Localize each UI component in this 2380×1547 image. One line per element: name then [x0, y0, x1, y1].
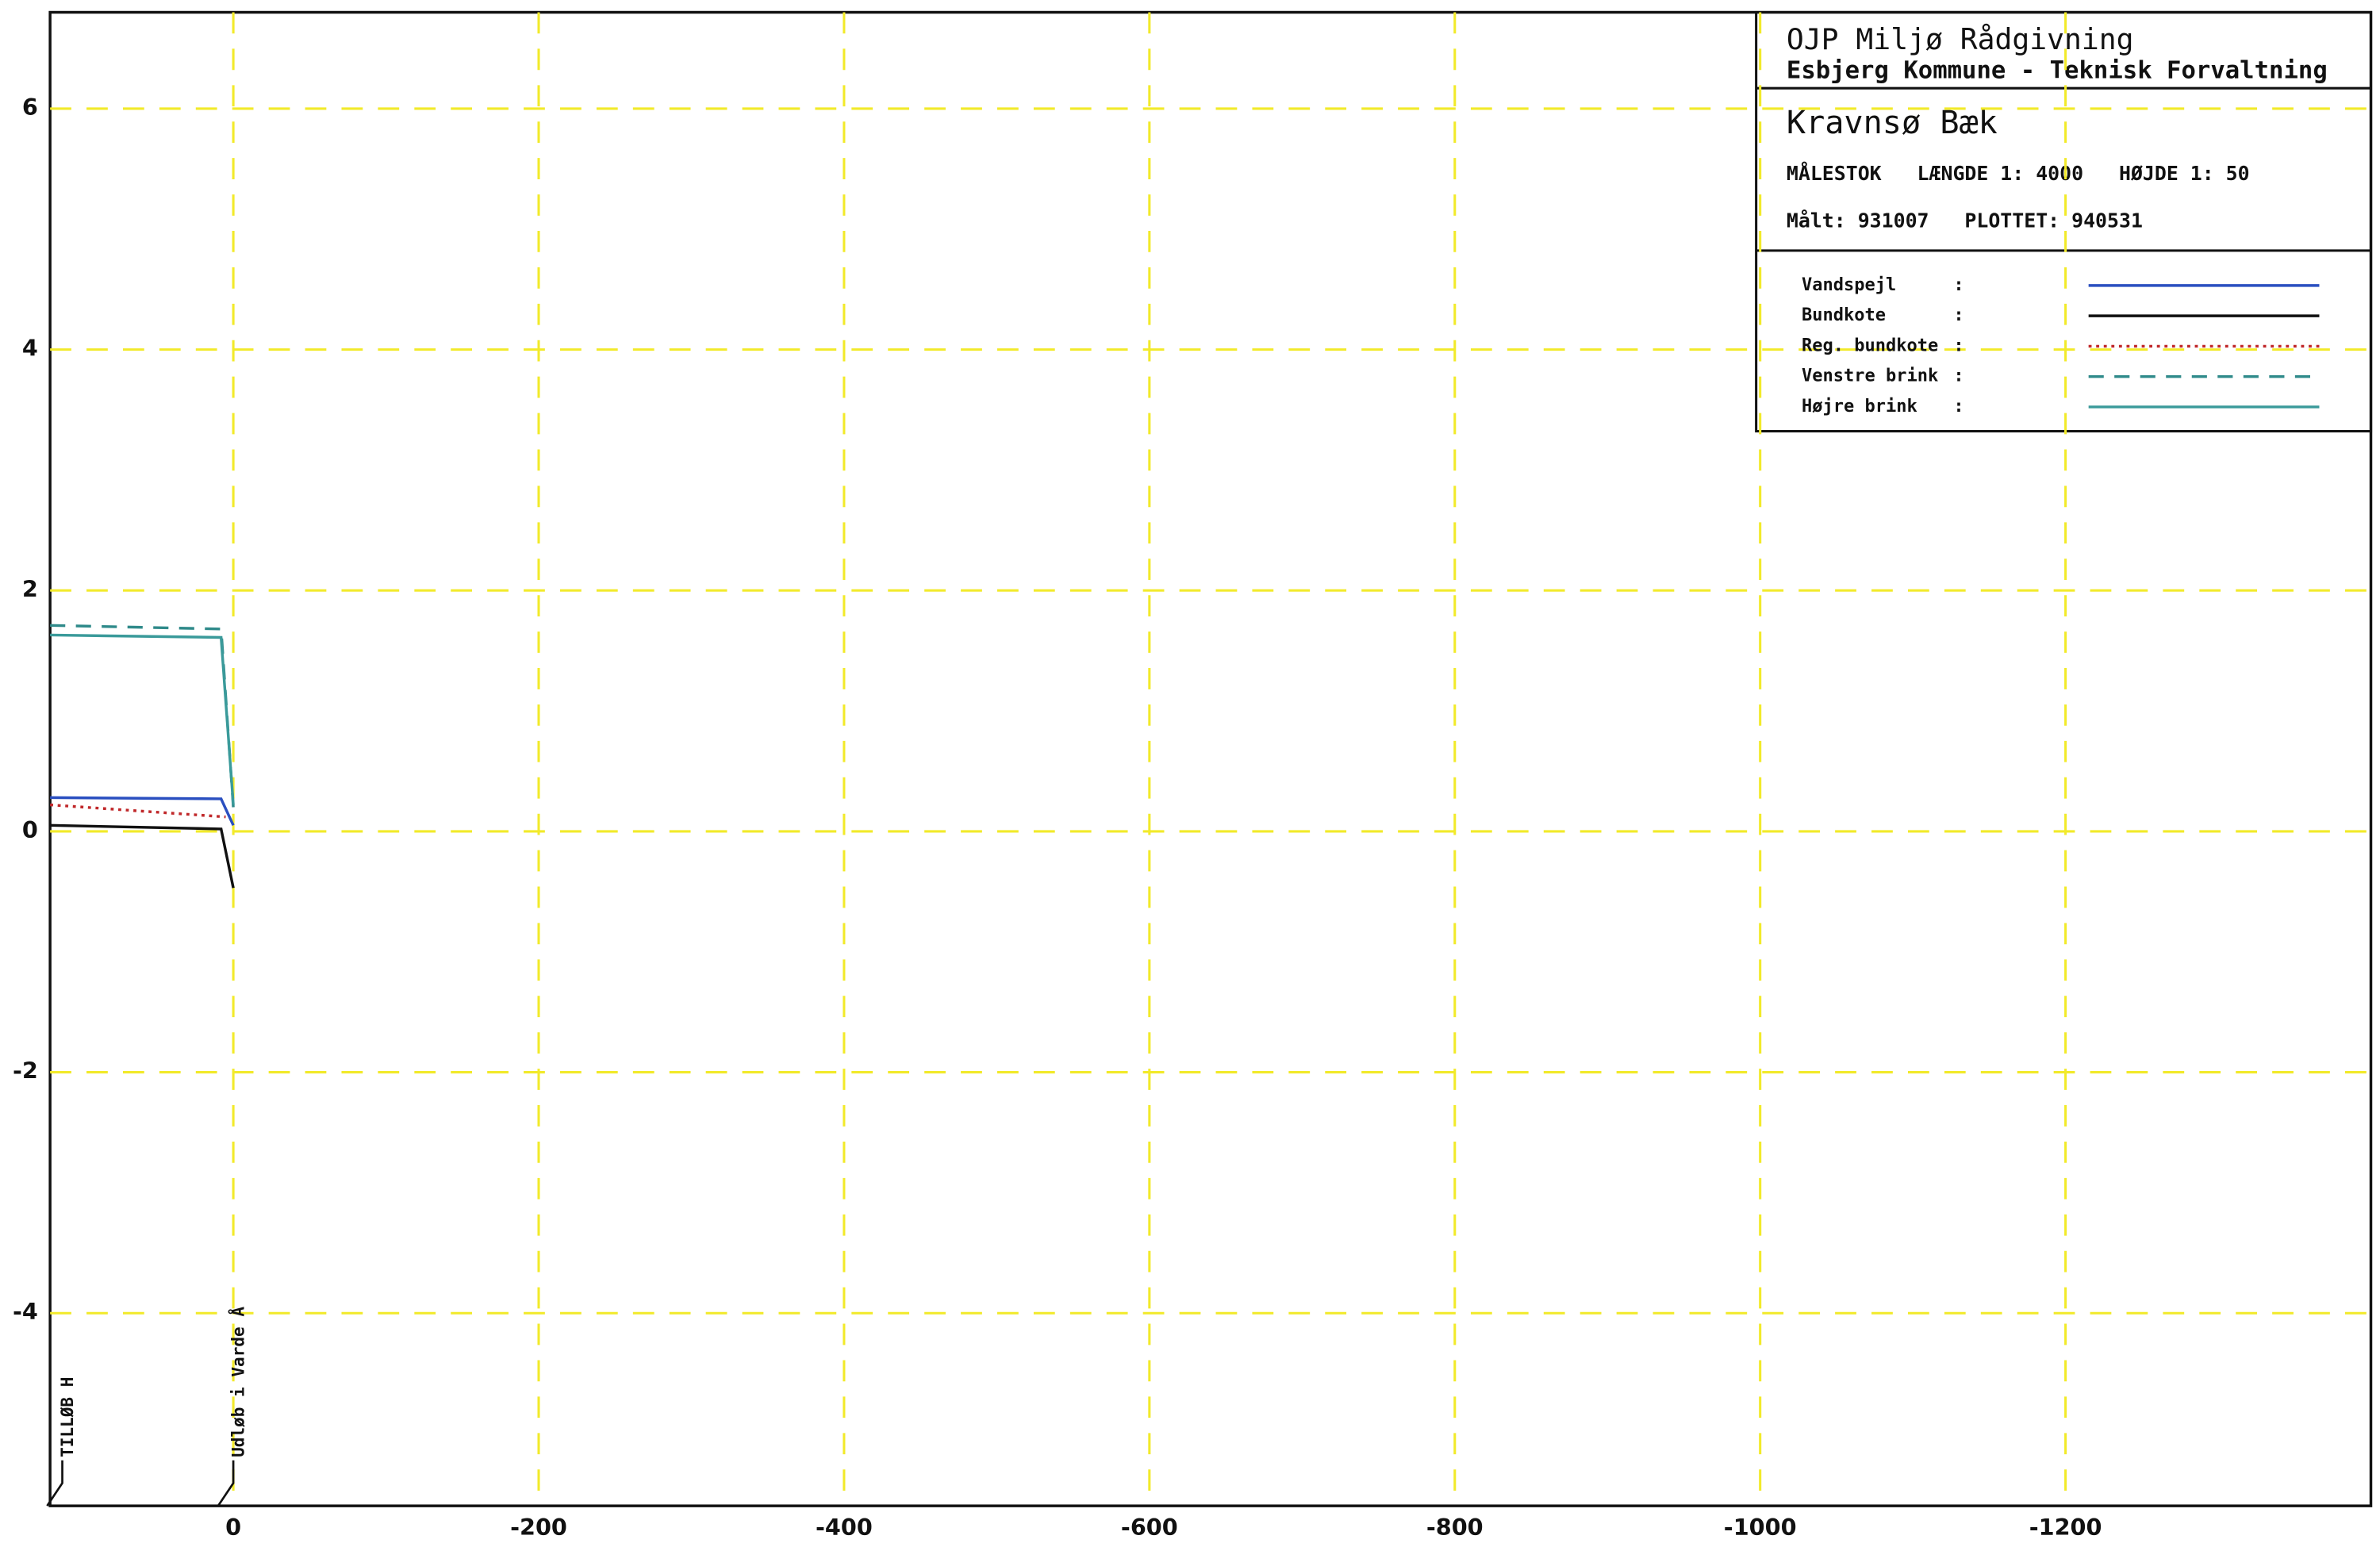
legend-label: Vandspejl [1802, 275, 1896, 295]
legend-label: Venstre brink [1802, 367, 1938, 386]
scale-text: MÅLESTOK LÆNGDE 1: 4000 HØJDE 1: 50 [1787, 162, 2250, 185]
series-line [50, 624, 235, 808]
series-line [50, 796, 235, 827]
y-tick-label: -4 [13, 1298, 38, 1325]
y-tick-label: 0 [22, 816, 38, 843]
x-tick-label: -1000 [1724, 1514, 1797, 1541]
plot-frame [48, 10, 2373, 1507]
y-tick-label: 2 [22, 575, 38, 602]
series-line [50, 803, 226, 819]
legend-separator: : [1953, 336, 1964, 355]
x-tick-label: -800 [1426, 1514, 1484, 1541]
series-line [50, 633, 235, 805]
y-tick-label: 4 [22, 335, 38, 362]
x-tick-label: -1200 [2029, 1514, 2102, 1541]
annotation: Udløb i Varde Å [228, 1307, 248, 1457]
legend-label: Højre brink [1802, 397, 1917, 416]
x-tick-label: -200 [510, 1514, 567, 1541]
chart-subtitle: Esbjerg Kommune - Teknisk Forvaltning [1787, 57, 2328, 85]
annotation-leader [217, 1460, 235, 1507]
legend-separator: : [1953, 367, 1964, 386]
x-tick-label: -600 [1121, 1514, 1178, 1541]
annotation: TILLØB H [57, 1377, 77, 1457]
x-tick-label: 0 [225, 1514, 241, 1541]
legend-separator: : [1953, 397, 1964, 416]
y-tick-label: -2 [13, 1058, 38, 1084]
annotation-leader [46, 1460, 63, 1507]
y-tick-label: 6 [22, 94, 38, 121]
stream-name: Kravnsø Bæk [1787, 105, 1998, 141]
title-block [1755, 10, 2373, 433]
legend-label: Reg. bundkote [1802, 336, 1938, 355]
date-text: Målt: 931007 PLOTTET: 940531 [1787, 209, 2143, 232]
legend-separator: : [1953, 305, 1964, 325]
series-line [50, 823, 235, 889]
chart-title: OJP Miljø Rådgivning [1787, 22, 2134, 56]
x-tick-label: -400 [816, 1514, 873, 1541]
legend-label: Bundkote [1802, 305, 1886, 325]
legend-separator: : [1953, 275, 1964, 295]
